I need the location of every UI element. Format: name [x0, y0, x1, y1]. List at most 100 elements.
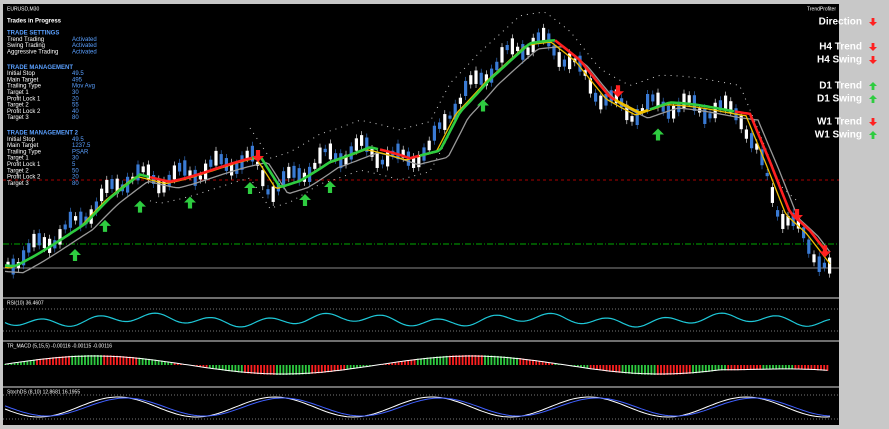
candle: [313, 162, 317, 169]
candle: [760, 149, 764, 166]
candle: [250, 145, 254, 162]
candle: [687, 95, 691, 103]
candle: [157, 179, 161, 194]
candle: [188, 170, 192, 176]
candle: [323, 148, 327, 153]
candle: [495, 61, 499, 71]
row-label: Target 1: [7, 156, 29, 162]
row-value: 49.5: [72, 137, 84, 143]
candle: [729, 101, 733, 113]
row-value: 20: [72, 96, 79, 102]
sub-indicators: [4, 312, 831, 418]
buy-arrow: [99, 219, 111, 232]
row-label: Profit Lock 1: [7, 162, 41, 168]
row-label: Target 3: [7, 115, 29, 121]
candle: [672, 105, 676, 119]
indicator-name: TrendProfiter: [807, 6, 836, 12]
row-value: 50: [72, 168, 79, 174]
candle: [718, 100, 722, 109]
signal-arrow: [869, 95, 877, 103]
candle: [755, 143, 759, 150]
candle: [568, 53, 572, 70]
candle: [235, 163, 239, 174]
section-heading: TRADE MANAGEMENT: [7, 65, 73, 71]
candle: [484, 74, 488, 86]
candle: [635, 109, 639, 126]
row-label: Profit Lock 2: [7, 175, 41, 181]
candle: [162, 180, 166, 193]
candle: [365, 137, 369, 152]
rsi-label: RSI(10) 36.4607: [7, 300, 44, 306]
row-label: Target 3: [7, 181, 29, 187]
candle: [458, 97, 462, 104]
candle: [271, 186, 275, 202]
chart-arrows: [69, 85, 831, 261]
candle: [74, 216, 78, 221]
candle: [510, 38, 514, 55]
candle: [828, 257, 832, 274]
candle: [58, 229, 62, 245]
candle: [79, 211, 83, 228]
row-value: Mov Avg: [72, 84, 95, 90]
candle: [708, 113, 712, 119]
candle: [136, 164, 140, 181]
candle: [354, 138, 358, 151]
candle: [380, 159, 384, 165]
row-value: Activated: [72, 49, 97, 55]
candle: [396, 143, 400, 160]
indicator-lines: [4, 11, 831, 274]
candle: [432, 125, 436, 141]
candle: [261, 170, 265, 187]
stoch-label: StochDS (8,10) 12.8681 16.1955: [7, 389, 80, 395]
candle: [349, 146, 353, 160]
signal-arrow: [869, 82, 877, 90]
signal-label: W1 Swing: [815, 130, 862, 141]
candle: [94, 201, 98, 213]
buy-arrow: [652, 128, 664, 141]
candle: [469, 75, 473, 85]
row-value: 5: [72, 162, 76, 168]
candle: [776, 210, 780, 217]
candle: [152, 174, 156, 184]
candle: [375, 152, 379, 168]
candle: [219, 154, 223, 165]
candle: [516, 46, 520, 51]
candle: [63, 224, 67, 230]
candle: [256, 161, 260, 166]
candle: [240, 155, 244, 170]
signal-panel: Direction H4 Trend H4 Swing D1 Trend D1 Swin…: [815, 17, 877, 141]
candle: [344, 154, 348, 165]
candle: [297, 168, 301, 182]
candle: [770, 187, 774, 203]
buy-arrow: [477, 99, 489, 112]
row-value: Activated: [72, 43, 97, 49]
trend-line: [614, 98, 649, 114]
candle: [630, 116, 634, 122]
symbol-label: EURUSD,M30: [7, 6, 39, 12]
candle: [812, 254, 816, 263]
row-label: Main Target: [7, 77, 39, 83]
row-label: Target 1: [7, 90, 29, 96]
chart-area: [3, 4, 839, 425]
macd-label: TR_MACD (5,15,5) -0.00116 -0.00115 -0.00…: [7, 343, 112, 349]
candle: [677, 101, 681, 113]
sell-arrow: [791, 209, 803, 221]
candle: [750, 133, 754, 149]
row-value: 55: [72, 103, 79, 109]
candle: [490, 68, 494, 83]
candle: [209, 159, 213, 167]
candle: [360, 135, 364, 146]
candle: [6, 261, 10, 265]
row-label: Trailing Type: [7, 149, 42, 155]
row-label: Target 2: [7, 103, 29, 109]
candle: [417, 154, 421, 168]
candle: [438, 122, 442, 129]
candle: [464, 80, 468, 97]
trend-line: [4, 173, 150, 268]
candle: [68, 211, 72, 228]
candle: [287, 166, 291, 179]
candle: [266, 189, 270, 195]
candle: [214, 150, 218, 166]
